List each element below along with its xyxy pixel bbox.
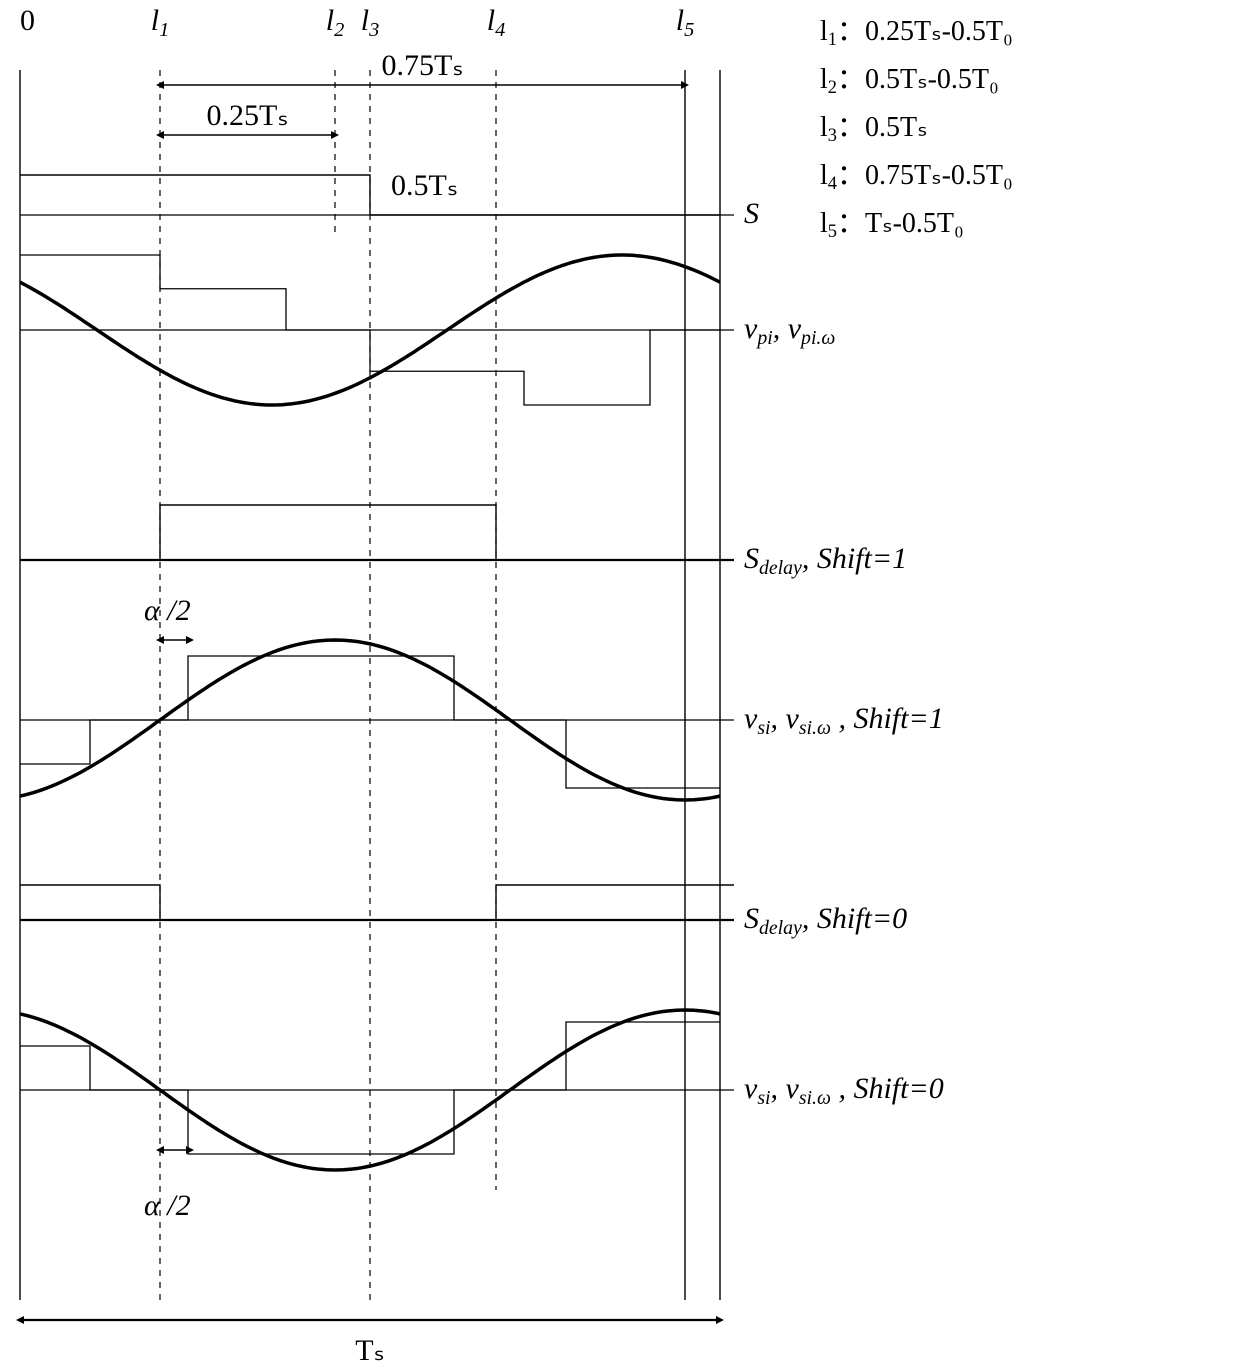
legend-item-0: l1：0.25Tₛ-0.5T₀ [820,16,1013,49]
panel-label-vsi1: vsi, vsi.ω , Shift=1 [744,702,944,739]
dim-label-span_Ts: Tₛ [355,1334,385,1367]
axis-label-l5: l5 [676,4,695,41]
legend-item-3: l4：0.75Tₛ-0.5T₀ [820,160,1013,193]
dim-label-span_0p75Ts: 0.75Tₛ [381,49,463,82]
alpha-label: α /2 [144,594,191,627]
dim-label-span_0p25Ts: 0.25Tₛ [206,99,288,132]
step-vsi0 [20,1022,720,1154]
panel-label-vsi0: vsi, vsi.ω , Shift=0 [744,1072,944,1109]
legend-item-2: l3：0.5Tₛ [820,112,928,145]
alpha-label: α /2 [144,1189,191,1222]
axis-label-l2: l2 [326,4,345,41]
axis-label-l4: l4 [487,4,506,41]
annot-half-ts: 0.5Tₛ [391,169,458,202]
legend-item-1: l2：0.5Tₛ-0.5T₀ [820,64,999,97]
pulse-S [20,175,720,215]
axis-label-0: 0 [20,4,35,37]
panel-label-vpi: vpi, vpi.ω [744,312,835,349]
panel-label-S: S [744,197,759,230]
axis-label-l3: l3 [361,4,380,41]
timing-diagram: 0 l1 l2 l3 l4 l5 0.75Tₛ 0.25Tₛ Tₛ 0.5Tₛ Svpi, vpi.… [0,0,1240,1368]
legend-item-4: l5：Tₛ-0.5T₀ [820,208,964,241]
panel-label-Sdelay1: Sdelay, Shift=1 [744,542,907,579]
pulse-Sdelay0 [20,885,734,920]
panel-label-Sdelay0: Sdelay, Shift=0 [744,902,907,939]
axis-label-l1: l1 [151,4,170,41]
